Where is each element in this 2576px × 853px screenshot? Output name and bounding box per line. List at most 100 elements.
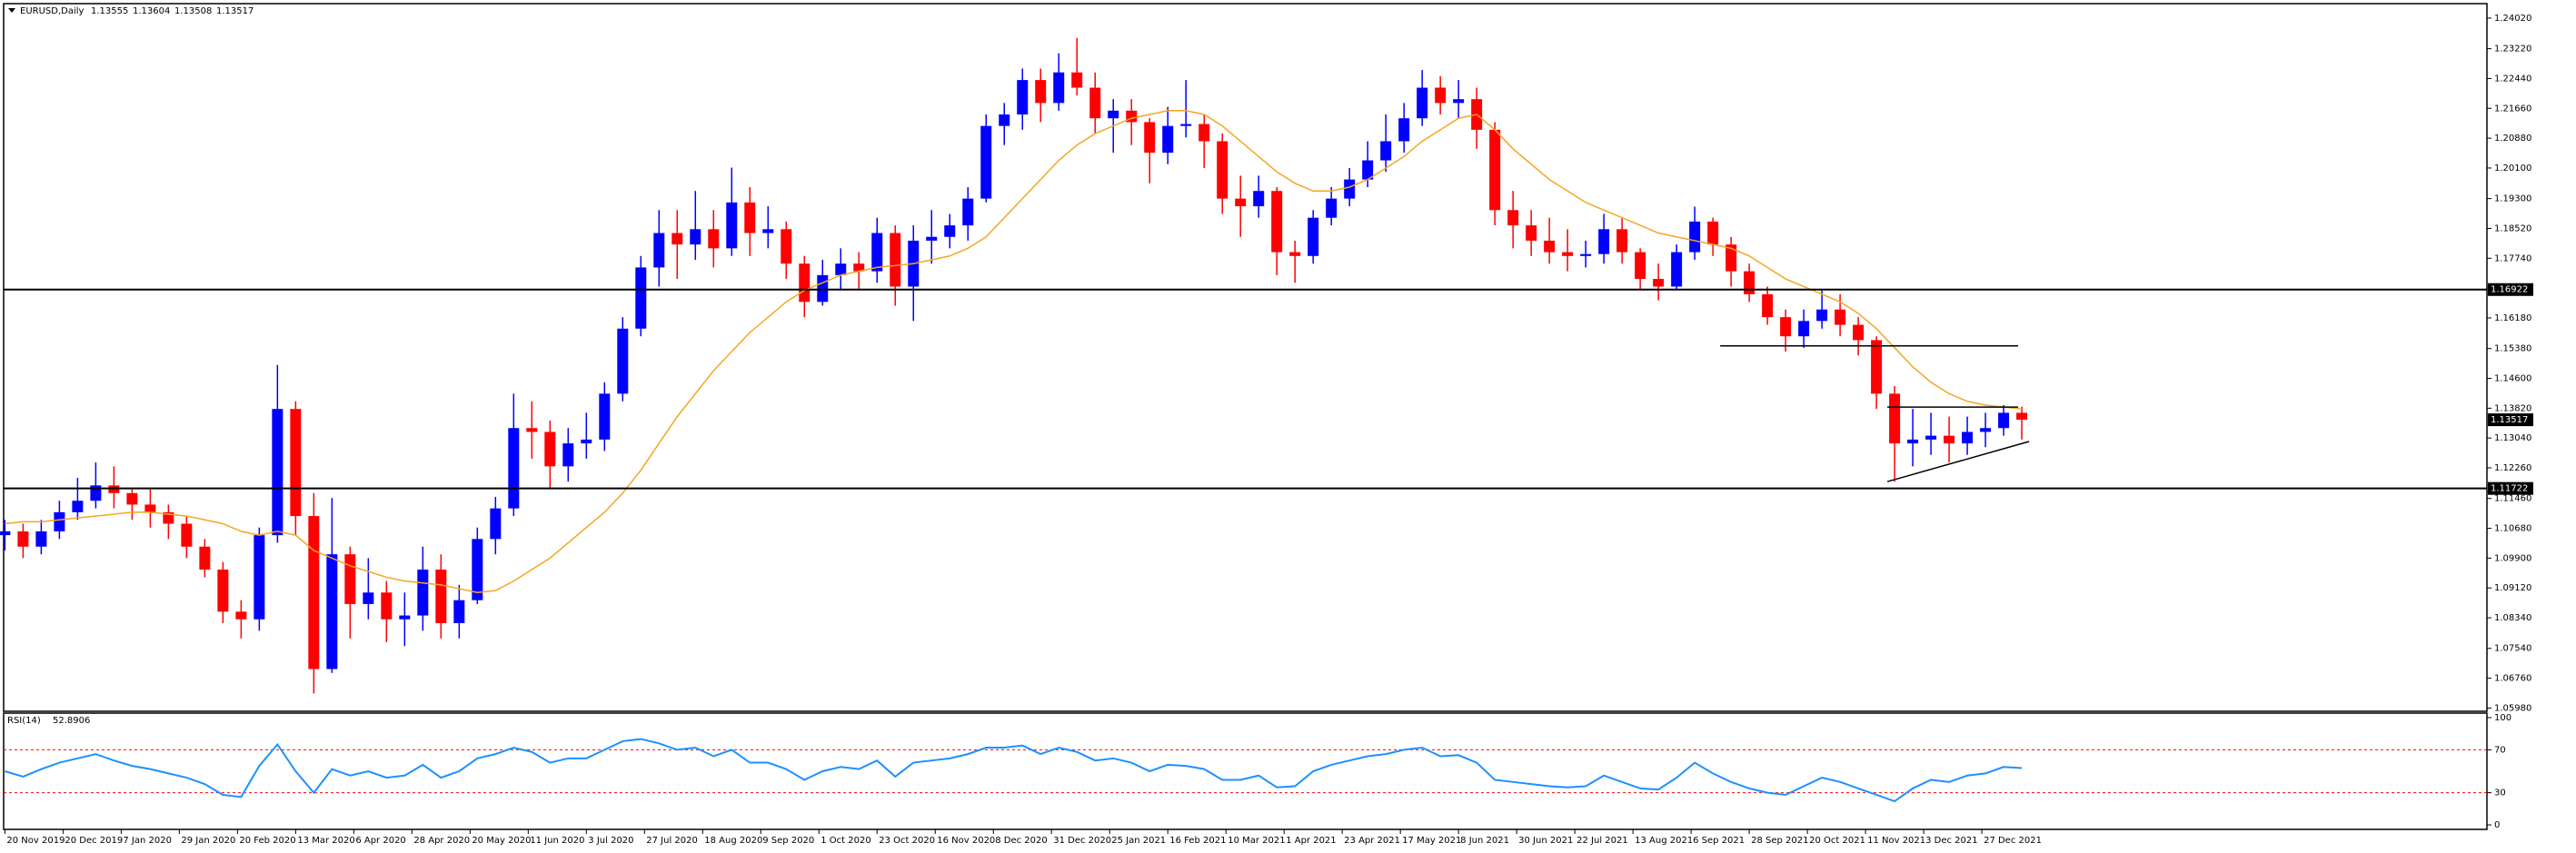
candle-body — [1198, 124, 1210, 142]
candle-body — [1362, 160, 1374, 180]
candle-body — [1798, 321, 1810, 337]
candle-body — [653, 233, 665, 268]
candle-body — [1180, 124, 1192, 126]
candle-body — [453, 600, 465, 623]
moving-average — [5, 110, 2023, 594]
candle-body — [1089, 87, 1101, 119]
candle-body — [1780, 317, 1792, 337]
candle-body — [54, 511, 65, 531]
quote-value: 1.13555 — [91, 6, 128, 16]
candle-body — [1308, 217, 1319, 256]
candle-body — [1344, 179, 1356, 199]
candle-body — [1271, 191, 1283, 253]
price-label-box — [2488, 481, 2533, 495]
y-tick-label: 1.16180 — [2494, 313, 2531, 323]
y-tick-label: 1.17740 — [2494, 253, 2531, 263]
x-tick-label: 1 Oct 2020 — [821, 836, 870, 846]
x-tick-label: 6 Apr 2020 — [355, 836, 405, 846]
x-tick-label: 18 Aug 2020 — [704, 836, 762, 846]
candle-body — [181, 523, 193, 547]
y-tick-label: 1.19300 — [2494, 194, 2531, 204]
candle-body — [817, 274, 829, 303]
price-label: 1.13517 — [2491, 415, 2528, 425]
candle-body — [1417, 87, 1428, 119]
y-tick-label: 1.20880 — [2494, 134, 2531, 144]
candle-body — [690, 229, 701, 245]
candle-body — [726, 202, 738, 249]
candle-body — [980, 125, 992, 199]
x-tick-label: 28 Sep 2021 — [1751, 836, 1808, 846]
candle-body — [1235, 198, 1247, 207]
x-tick-label: 3 Dec 2021 — [1925, 836, 1978, 846]
x-tick-label: 22 Jul 2021 — [1576, 836, 1628, 846]
candle-body — [1289, 252, 1301, 256]
candle-body — [1871, 340, 1883, 394]
candle-body — [1162, 125, 1174, 154]
candle-body — [217, 570, 229, 612]
x-tick-label: 20 Dec 2019 — [65, 836, 123, 846]
candle-body — [599, 393, 611, 440]
candle-body — [1398, 118, 1410, 142]
candle-body — [290, 409, 302, 517]
candle-body — [944, 225, 956, 237]
candle-body — [1944, 435, 1955, 444]
x-tick-label: 13 Aug 2021 — [1635, 836, 1693, 846]
candle-body — [199, 546, 211, 570]
candle-body — [562, 443, 574, 467]
candle-body — [762, 229, 774, 233]
candle-body — [1544, 240, 1556, 253]
x-tick-label: 17 May 2021 — [1402, 836, 1461, 846]
y-tick-label: 1.11460 — [2494, 494, 2531, 504]
candle-body — [144, 504, 156, 512]
candle-body — [126, 492, 138, 505]
rsi-title: RSI(14) — [7, 716, 41, 726]
collapse-icon[interactable] — [8, 8, 15, 13]
candle-body — [708, 229, 720, 249]
candle-body — [1071, 72, 1083, 88]
candle-body — [581, 439, 592, 444]
candle-body — [853, 263, 865, 272]
candle-body — [1998, 412, 2010, 429]
candle-body — [35, 531, 47, 547]
candle-body — [999, 114, 1010, 126]
candle-body — [490, 508, 502, 540]
candle-body — [1453, 99, 1465, 104]
candle-body — [781, 229, 792, 264]
candle-body — [1853, 324, 1865, 341]
candle-body — [544, 431, 556, 467]
y-tick-label: 70 — [2494, 745, 2506, 755]
x-tick-label: 31 Dec 2020 — [1053, 836, 1111, 846]
candle-body — [1035, 80, 1047, 104]
x-tick-label: 11 Jun 2020 — [530, 836, 584, 846]
rsi-line — [5, 738, 2023, 803]
candle-body — [1816, 309, 1828, 322]
candle-body — [1562, 252, 1574, 256]
candle-body — [1598, 229, 1610, 254]
quote-value: 1.13517 — [216, 6, 254, 16]
candle-body — [72, 501, 84, 512]
candle-body — [1053, 72, 1065, 104]
y-tick-label: 1.09120 — [2494, 583, 2531, 593]
x-tick-label: 6 Sep 2021 — [1693, 836, 1745, 846]
rsi-value: 52.8906 — [53, 716, 90, 726]
candle-body — [1726, 244, 1737, 272]
y-tick-label: 1.08340 — [2494, 613, 2531, 623]
candle-body — [1925, 435, 1937, 440]
candle-body — [435, 570, 447, 623]
candle-body — [1762, 293, 1774, 318]
y-tick-label: 1.10680 — [2494, 524, 2531, 534]
x-tick-label: 23 Oct 2020 — [879, 836, 935, 846]
candle-body — [381, 592, 393, 620]
y-tick-label: 30 — [2494, 789, 2506, 798]
candle-body — [799, 263, 811, 303]
candle-body — [1507, 210, 1519, 226]
candle-body — [1108, 110, 1119, 119]
candle-body — [1635, 252, 1646, 280]
x-tick-label: 27 Dec 2021 — [1984, 836, 2042, 846]
candle-body — [308, 516, 320, 670]
candle-body — [1980, 428, 1992, 432]
y-tick-label: 0 — [2494, 820, 2500, 830]
candle-body — [17, 531, 29, 547]
x-tick-label: 20 Nov 2019 — [6, 836, 65, 846]
candle-body — [1017, 80, 1029, 115]
